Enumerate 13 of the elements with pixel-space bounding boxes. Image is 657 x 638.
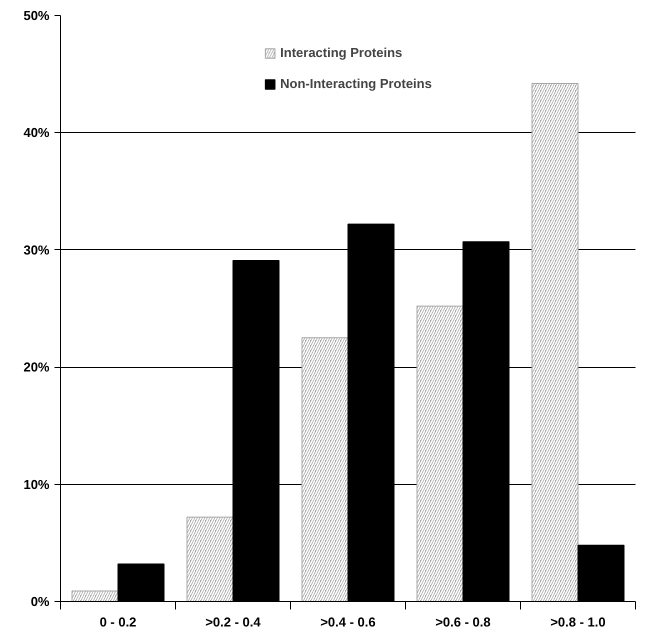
y-tick-label: 50%: [23, 8, 50, 23]
x-tick-label: 0 - 0.2: [100, 614, 136, 630]
x-tick-label: >0.2 - 0.4: [205, 614, 262, 630]
legend-label: Interacting Proteins: [280, 45, 402, 60]
x-tick-label: >0.4 - 0.6: [320, 614, 376, 630]
y-tick-label: 20%: [23, 360, 50, 375]
y-tick-label: 0%: [30, 594, 50, 609]
x-tick-label: >0.8 - 1.0: [550, 614, 606, 630]
x-tick-label: >0.6 - 0.8: [435, 614, 491, 630]
legend-label: Non-Interacting Proteins: [280, 76, 432, 91]
y-tick-label: 30%: [23, 242, 50, 258]
y-tick-label: 10%: [23, 476, 50, 492]
y-tick-label: 40%: [23, 125, 50, 140]
